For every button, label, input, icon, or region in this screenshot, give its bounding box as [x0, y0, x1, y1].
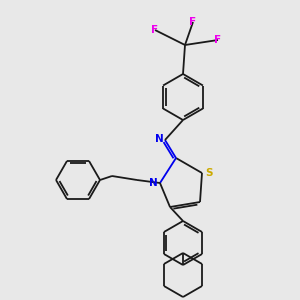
Text: N: N [148, 178, 158, 188]
Text: S: S [205, 168, 213, 178]
Text: N: N [154, 134, 164, 144]
Text: F: F [214, 35, 222, 45]
Text: F: F [152, 25, 159, 35]
Text: F: F [189, 17, 197, 27]
